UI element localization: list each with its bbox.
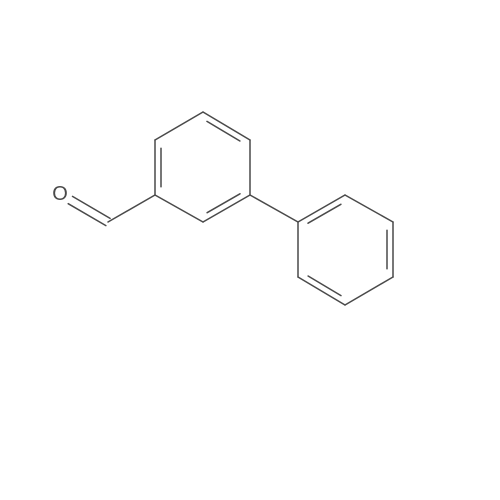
molecule-svg: O xyxy=(0,0,500,500)
bond-line xyxy=(203,195,250,222)
bond-line xyxy=(68,204,106,226)
structure-canvas: O xyxy=(0,0,500,500)
bond-line xyxy=(155,195,203,222)
bond-line xyxy=(298,277,345,305)
bond-line xyxy=(298,195,345,222)
bond-line xyxy=(155,112,203,140)
bond-line xyxy=(250,195,298,222)
bond-line xyxy=(108,195,155,222)
bond-line xyxy=(345,195,393,222)
bond-line xyxy=(345,277,393,305)
atom-label-o: O xyxy=(52,183,68,205)
bond-line xyxy=(203,112,250,140)
bond-line xyxy=(73,196,111,218)
